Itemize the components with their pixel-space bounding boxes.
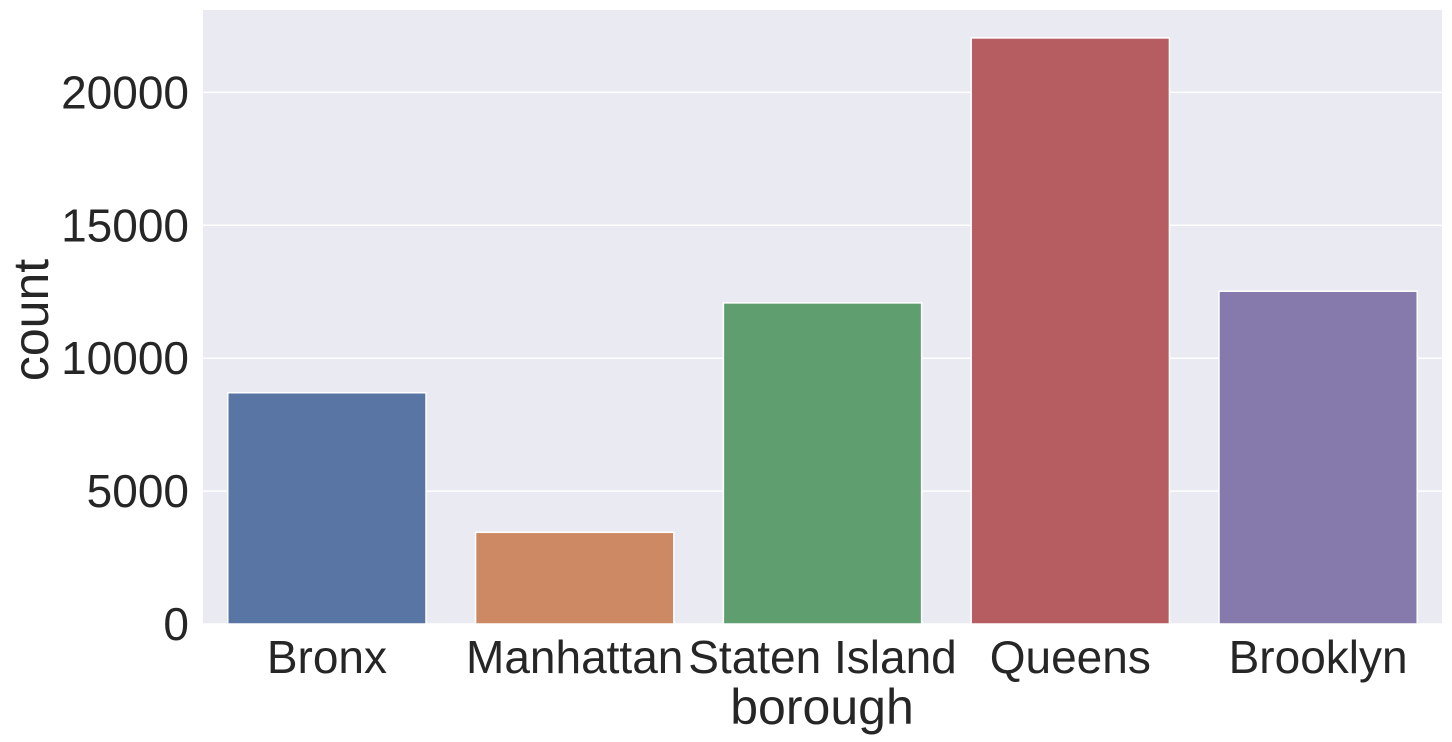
- x-axis-label: borough: [730, 679, 914, 735]
- y-axis-label: count: [3, 259, 59, 381]
- x-tick-labels: Bronx Manhattan Staten Island Queens Brookly…: [267, 631, 1408, 683]
- bar-bronx: [227, 392, 427, 625]
- y-tick-label: 10000: [61, 332, 189, 384]
- y-tick-label: 15000: [61, 199, 189, 251]
- y-tick-labels: 0 5000 10000 15000 20000: [61, 66, 189, 650]
- x-tick-label: Bronx: [267, 631, 387, 683]
- x-tick-label: Manhattan: [466, 631, 683, 683]
- x-tick-label: Queens: [990, 631, 1151, 683]
- bar-queens: [970, 37, 1171, 625]
- y-tick-label: 5000: [87, 465, 189, 517]
- bar-manhattan: [474, 531, 675, 625]
- bars: [227, 37, 1418, 625]
- y-tick-label: 20000: [61, 66, 189, 118]
- bar-brooklyn: [1218, 290, 1418, 625]
- bar-staten-island: [722, 302, 923, 625]
- x-tick-label: Staten Island: [688, 631, 957, 683]
- y-tick-label: 0: [163, 598, 189, 650]
- x-tick-label: Brooklyn: [1229, 631, 1408, 683]
